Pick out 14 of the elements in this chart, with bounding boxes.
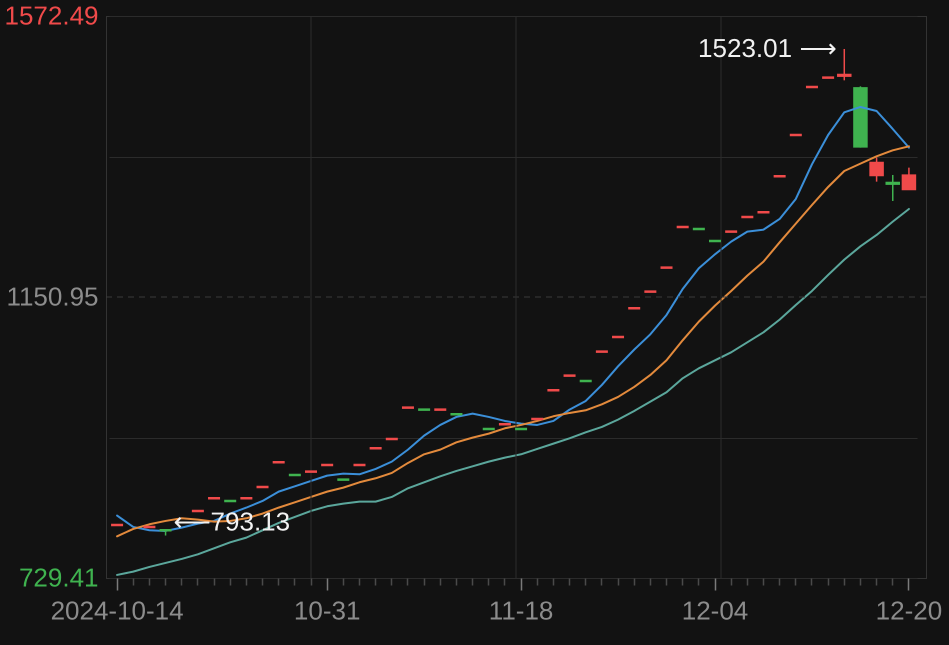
x-tick-label: 12-04 — [682, 596, 748, 626]
annotation: 1523.01 ⟶ — [698, 32, 836, 63]
candlestick — [886, 174, 900, 202]
candlestick — [902, 166, 916, 190]
x-tick-label: 11-18 — [488, 596, 554, 626]
x-tick-label: 12-20 — [876, 596, 942, 626]
y-tick-label: 1150.95 — [6, 282, 98, 312]
y-tick-label: 729.41 — [18, 562, 98, 592]
x-tick-label: 10-31 — [294, 596, 360, 626]
y-tick-label: 1572.49 — [4, 0, 98, 30]
candlestick — [869, 156, 884, 182]
candlestick — [837, 48, 852, 82]
x-tick-label: 2024-10-14 — [50, 596, 184, 626]
line-series — [116, 208, 910, 576]
